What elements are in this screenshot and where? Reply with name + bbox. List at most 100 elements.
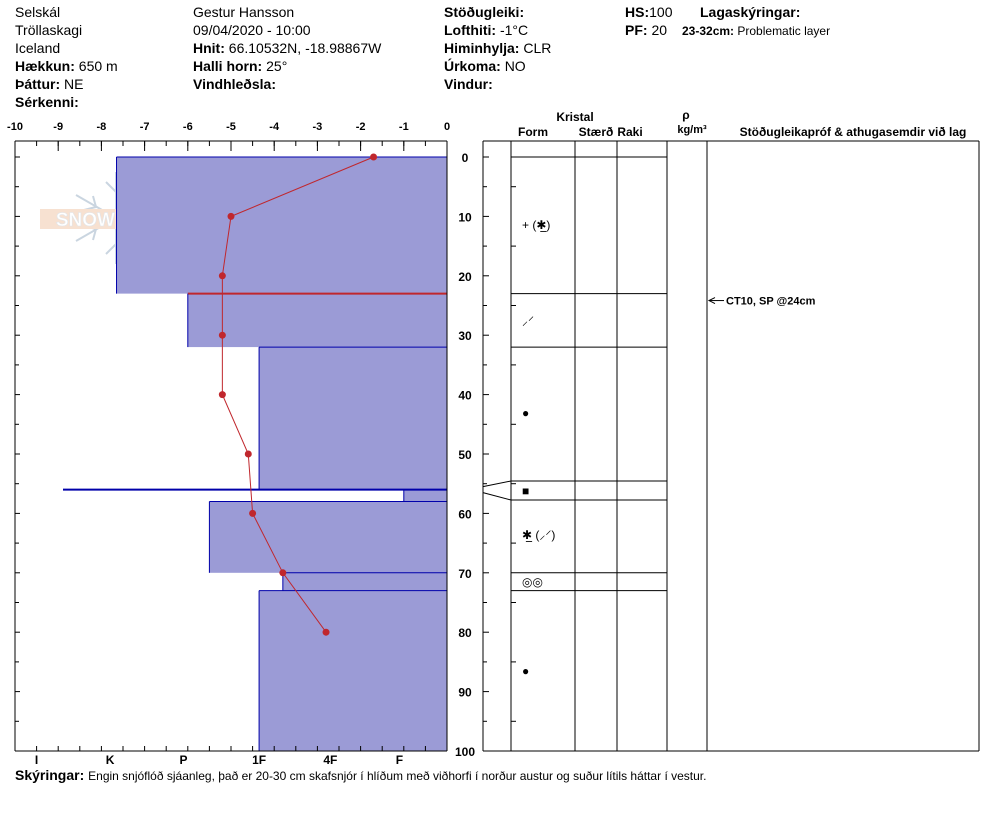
stability-test-label: CT10, SP @24cm	[726, 296, 816, 308]
hardness-label: 1F	[252, 753, 266, 767]
layer-boundaries	[63, 156, 447, 751]
penetration-foot: PF: 20	[625, 22, 668, 38]
legend-entry: 23-32cm: Problematic layer	[682, 24, 831, 38]
header-moisture: Raki	[617, 125, 642, 139]
temp-tick-label: -5	[226, 121, 236, 133]
depth-tick-label: 70	[458, 567, 472, 581]
grain-form-symbol: ⸝⸍	[522, 314, 534, 328]
layer-table-rows	[482, 156, 667, 592]
grain-form-symbol: ■	[522, 484, 529, 498]
header-form: Form	[518, 125, 548, 139]
temperature-point	[370, 153, 378, 161]
footer-label: Skýringar:	[15, 767, 85, 783]
temperature-point	[218, 272, 226, 280]
depth-tick-label: 0	[462, 151, 469, 165]
hardness-layer	[116, 157, 448, 294]
temp-tick-label: -9	[53, 121, 63, 133]
header-rho: ρ	[682, 108, 689, 122]
stability: Stöðugleiki:	[444, 4, 525, 20]
hardness-label: I	[35, 753, 38, 767]
header-left: Selskál Tröllaskagi Iceland Hækkun: 650 …	[15, 3, 118, 111]
datetime: 09/04/2020 - 10:00	[193, 22, 311, 38]
hardness-label: P	[179, 753, 187, 767]
temp-tick-label: -4	[269, 121, 280, 133]
hardness-layer	[259, 347, 447, 490]
grain-form-symbol: + (✱̲)	[522, 218, 550, 232]
elevation: Hækkun: 650 m	[15, 58, 118, 74]
temperature-point	[249, 509, 257, 517]
temperature-point	[322, 628, 330, 636]
temp-tick-label: -8	[97, 121, 107, 133]
hardness-layers	[116, 157, 448, 751]
thin-layer-connector	[482, 492, 512, 501]
features: Sérkenni:	[15, 94, 79, 110]
depth-tick-label: 50	[458, 448, 472, 462]
grain-form-symbol: ●	[522, 664, 529, 678]
depth-tick-label: 80	[458, 626, 472, 640]
temperature-point	[279, 569, 287, 577]
temperature-point	[244, 450, 252, 458]
wind: Vindur:	[444, 76, 493, 92]
grain-form-symbol: ◎◎	[522, 575, 543, 589]
country: Iceland	[15, 40, 61, 56]
observer: Gestur Hansson	[193, 4, 295, 20]
stability-arrow-head	[707, 297, 716, 305]
footer-notes: Skýringar: Engin snjóflóð sjáanleg, það …	[15, 767, 706, 783]
header-tests: Stöðugleikapróf & athugasemdir við lag	[740, 125, 967, 139]
temperature-point	[227, 212, 235, 220]
header-size: Stærð	[579, 125, 614, 139]
header-mid: Gestur Hansson 09/04/2020 - 10:00 Hnit: …	[193, 3, 381, 93]
air-temp: Lofthiti: -1°C	[444, 22, 529, 38]
location: Selskál	[15, 4, 61, 20]
hardness-layer	[209, 501, 447, 573]
depth-tick-label: 100	[455, 745, 475, 759]
header-hs: HS:100 PF: 20	[625, 3, 672, 39]
hardness-layer	[403, 489, 447, 502]
aspect: Þáttur: NE	[15, 76, 84, 92]
slope-angle: Halli horn: 25°	[193, 58, 288, 74]
legend-title: Lagaskýringar:	[700, 4, 801, 20]
depth-tick-label: 40	[458, 389, 472, 403]
depth-tick-label: 10	[458, 210, 472, 224]
temp-tick-label: 0	[444, 121, 450, 133]
temperature-profile	[218, 153, 378, 636]
grain-form-symbol: ✱̲ (⸝⸍)	[522, 528, 555, 542]
hardness-layer	[282, 572, 447, 591]
wind-loading: Vindhleðsla:	[193, 76, 276, 92]
temperature-point	[218, 391, 226, 399]
temp-tick-label: -6	[183, 121, 193, 133]
grain-form-symbols: + (✱̲) ⸝⸍ ● ■ ✱̲ (⸝⸍) ◎◎ ●	[522, 218, 555, 678]
footer-text: Engin snjóflóð sjáanleg, það er 20-30 cm…	[88, 769, 707, 783]
temp-tick-label: -3	[313, 121, 323, 133]
hardness-layer	[259, 590, 447, 751]
grain-form-symbol: ●	[522, 406, 529, 420]
header-crystal: Kristal	[556, 110, 593, 124]
depth-tick-label: 20	[458, 270, 472, 284]
thin-layer-connector	[482, 480, 512, 488]
coordinates: Hnit: 66.10532N, -18.98867W	[193, 40, 382, 56]
snow-height: HS:100	[625, 4, 673, 20]
header-legend: Lagaskýringar:	[700, 3, 800, 21]
depth-tick-label: 90	[458, 686, 472, 700]
layer-table	[482, 140, 980, 752]
depth-axis: 0 10 20 30 40 50 60 70 80 90 100	[15, 151, 516, 759]
precipitation: Úrkoma: NO	[444, 58, 526, 74]
depth-tick-label: 60	[458, 507, 472, 521]
sky-cover: Himinhylja: CLR	[444, 40, 552, 56]
hardness-label: 4F	[323, 753, 337, 767]
region: Tröllaskagi	[15, 22, 83, 38]
temperature-axis: -10 -9 -8 -7 -6 -5 -4 -3 -2 -1 0	[7, 121, 450, 151]
temp-tick-label: -10	[7, 121, 23, 133]
temp-tick-label: -7	[140, 121, 150, 133]
depth-tick-label: 30	[458, 329, 472, 343]
hardness-layer	[187, 293, 448, 348]
temp-tick-label: -1	[399, 121, 409, 133]
hardness-label: F	[396, 753, 403, 767]
stability-tests: CT10, SP @24cm	[707, 296, 816, 308]
hardness-axis: I K P 1F 4F F	[14, 746, 448, 767]
header-weather: Stöðugleiki: Lofthiti: -1°C Himinhylja: …	[444, 3, 551, 93]
hardness-label: K	[106, 753, 115, 767]
temp-tick-label: -2	[356, 121, 366, 133]
temperature-point	[218, 331, 226, 339]
